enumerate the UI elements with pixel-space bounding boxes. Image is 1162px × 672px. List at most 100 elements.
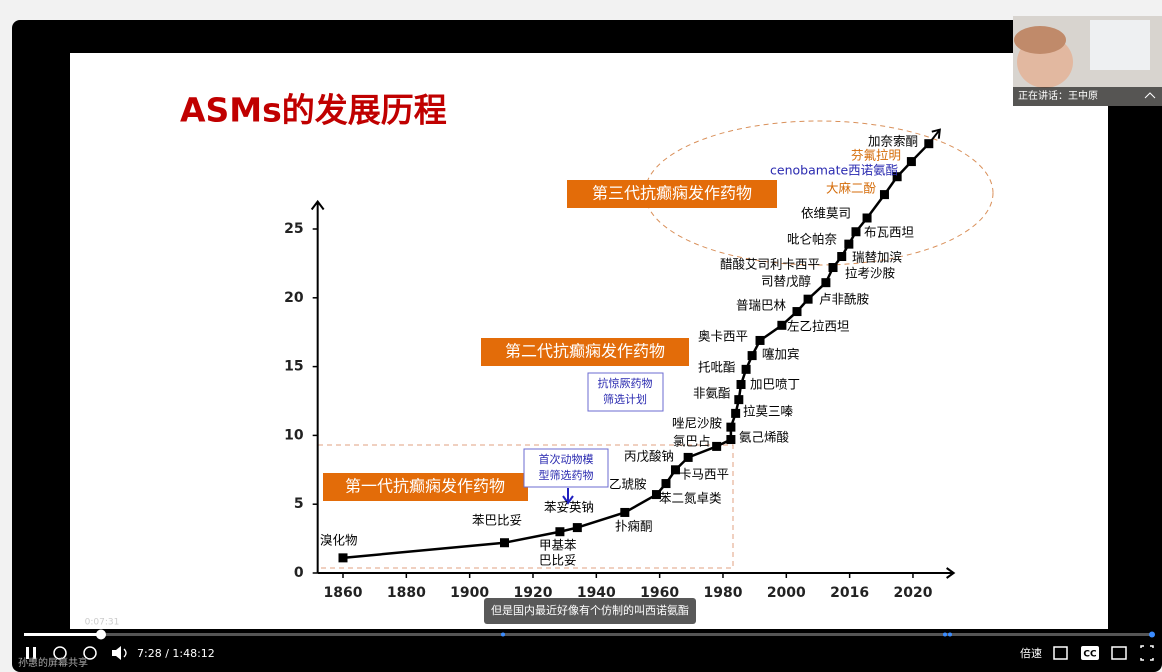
first-gen-frame: [317, 444, 734, 569]
hover-time: 0:07:31: [85, 618, 120, 628]
data-point: [736, 379, 746, 389]
x-tick-label: 2016: [830, 585, 869, 601]
drug-label: 依维莫司: [801, 206, 851, 221]
data-point: [726, 435, 736, 445]
generation-box: [481, 338, 689, 366]
drug-label: cenobamate西诺氨酯: [770, 163, 898, 178]
chapter-dot[interactable]: [943, 632, 947, 637]
drug-label: 拉莫三嗪: [743, 404, 794, 419]
y-tick-label: 25: [284, 221, 303, 237]
rewind-button[interactable]: [53, 646, 67, 660]
cc-button[interactable]: [1081, 646, 1099, 660]
data-point: [851, 227, 861, 237]
data-point: [747, 351, 757, 361]
chapter-dot[interactable]: [948, 632, 952, 637]
drug-label: 苯巴比妥: [472, 513, 522, 528]
drug-label: 溴化物: [320, 533, 358, 548]
generation-label: 第一代抗癫痫发作药物: [345, 477, 505, 496]
drug-label: 卢非酰胺: [819, 292, 869, 307]
drug-label: 奥卡西平: [698, 329, 748, 344]
data-point: [828, 263, 838, 273]
webcam-hair: [1014, 26, 1066, 54]
generation-box: [567, 180, 777, 208]
speed-button[interactable]: 倍速: [1020, 646, 1042, 660]
y-tick-label: 15: [284, 359, 303, 375]
data-point: [906, 157, 916, 167]
x-tick-label: 2020: [893, 585, 932, 601]
webcam-window: [1090, 20, 1150, 70]
drug-label: 扑痫酮: [615, 519, 653, 534]
drug-label: 左乙拉西坦: [787, 319, 850, 334]
progress-track[interactable]: [24, 633, 1152, 636]
x-tick-label: 1900: [450, 585, 489, 601]
volume-wave: [123, 648, 127, 658]
cc-label[interactable]: CC: [1083, 650, 1097, 660]
drug-label: 噻加宾: [762, 347, 800, 362]
data-point: [862, 213, 872, 223]
drug-label: 加奈索酮: [868, 134, 918, 149]
generation-box: [323, 473, 528, 501]
forward-button[interactable]: [83, 646, 97, 660]
subtitle: 但是国内最近好像有个仿制的叫西诺氨酯: [491, 603, 689, 617]
drug-label: 卡马西平: [679, 467, 729, 482]
note-box: [587, 372, 664, 412]
x-tick-label: 1940: [577, 585, 616, 601]
note-text: 首次动物模: [539, 452, 594, 466]
data-point: [726, 422, 736, 432]
note-text: 抗惊厥药物: [598, 376, 653, 390]
progress-played: [24, 633, 101, 636]
data-point: [734, 395, 744, 405]
share-button[interactable]: [1053, 646, 1068, 660]
chart: 0 5 10 15 20 25 1860 1880 1900 1920 1940 1960 1980 20…: [284, 128, 956, 601]
note-arrow: [562, 488, 574, 505]
data-point: [792, 307, 802, 317]
third-gen-ellipse: [644, 120, 994, 266]
data-point: [555, 527, 565, 537]
data-point: [741, 364, 751, 374]
y-tick-label: 0: [294, 565, 304, 581]
data-point: [755, 335, 765, 345]
drug-label: 醋酸艾司利卡西平: [720, 257, 820, 272]
collapse-icon[interactable]: [1144, 92, 1156, 99]
x-tick-label: 1880: [387, 585, 426, 601]
speaker-bar: [1013, 87, 1162, 106]
data-point: [572, 523, 582, 533]
pip-button[interactable]: [1111, 646, 1127, 660]
data-point: [803, 294, 813, 304]
drug-label: 布瓦西坦: [864, 225, 914, 240]
x-tick-label: 1860: [324, 585, 363, 601]
data-point: [837, 252, 847, 262]
data-point: [712, 441, 722, 451]
y-tick-label: 20: [284, 290, 304, 306]
note-text: 型筛选药物: [539, 468, 594, 482]
note-box: [523, 448, 609, 488]
data-point: [338, 553, 348, 563]
y-axis: [310, 199, 325, 573]
pause-button[interactable]: [26, 647, 29, 659]
drug-label: 苯妥英钠: [544, 500, 594, 515]
data-point: [620, 507, 630, 517]
drug-label: 甲基苯: [539, 538, 577, 553]
controls: [26, 645, 1154, 661]
data-point: [892, 172, 902, 182]
drug-label: 氯巴占: [673, 434, 711, 449]
progress-end: [1149, 631, 1155, 638]
pause-button[interactable]: [33, 647, 36, 659]
data-point: [683, 452, 693, 462]
screen-share-label: 孙惠的屏幕共享: [18, 656, 88, 669]
x-tick-label: 1920: [514, 585, 553, 601]
data-point: [844, 239, 854, 249]
progress-knob[interactable]: [96, 629, 106, 640]
x-tick-label: 2000: [767, 585, 806, 601]
chapter-dot[interactable]: [501, 632, 505, 637]
volume-button[interactable]: [112, 646, 121, 660]
drug-label: 普瑞巴林: [736, 298, 787, 313]
drug-label: 芬氟拉明: [851, 148, 901, 163]
fullscreen-button[interactable]: [1140, 645, 1154, 661]
time-display: 7:28 / 1:48:12: [137, 647, 215, 660]
drug-label: 加巴喷丁: [750, 377, 800, 392]
note-text: 筛选计划: [603, 392, 647, 406]
slide-title: ASMs的发展历程: [180, 91, 447, 130]
